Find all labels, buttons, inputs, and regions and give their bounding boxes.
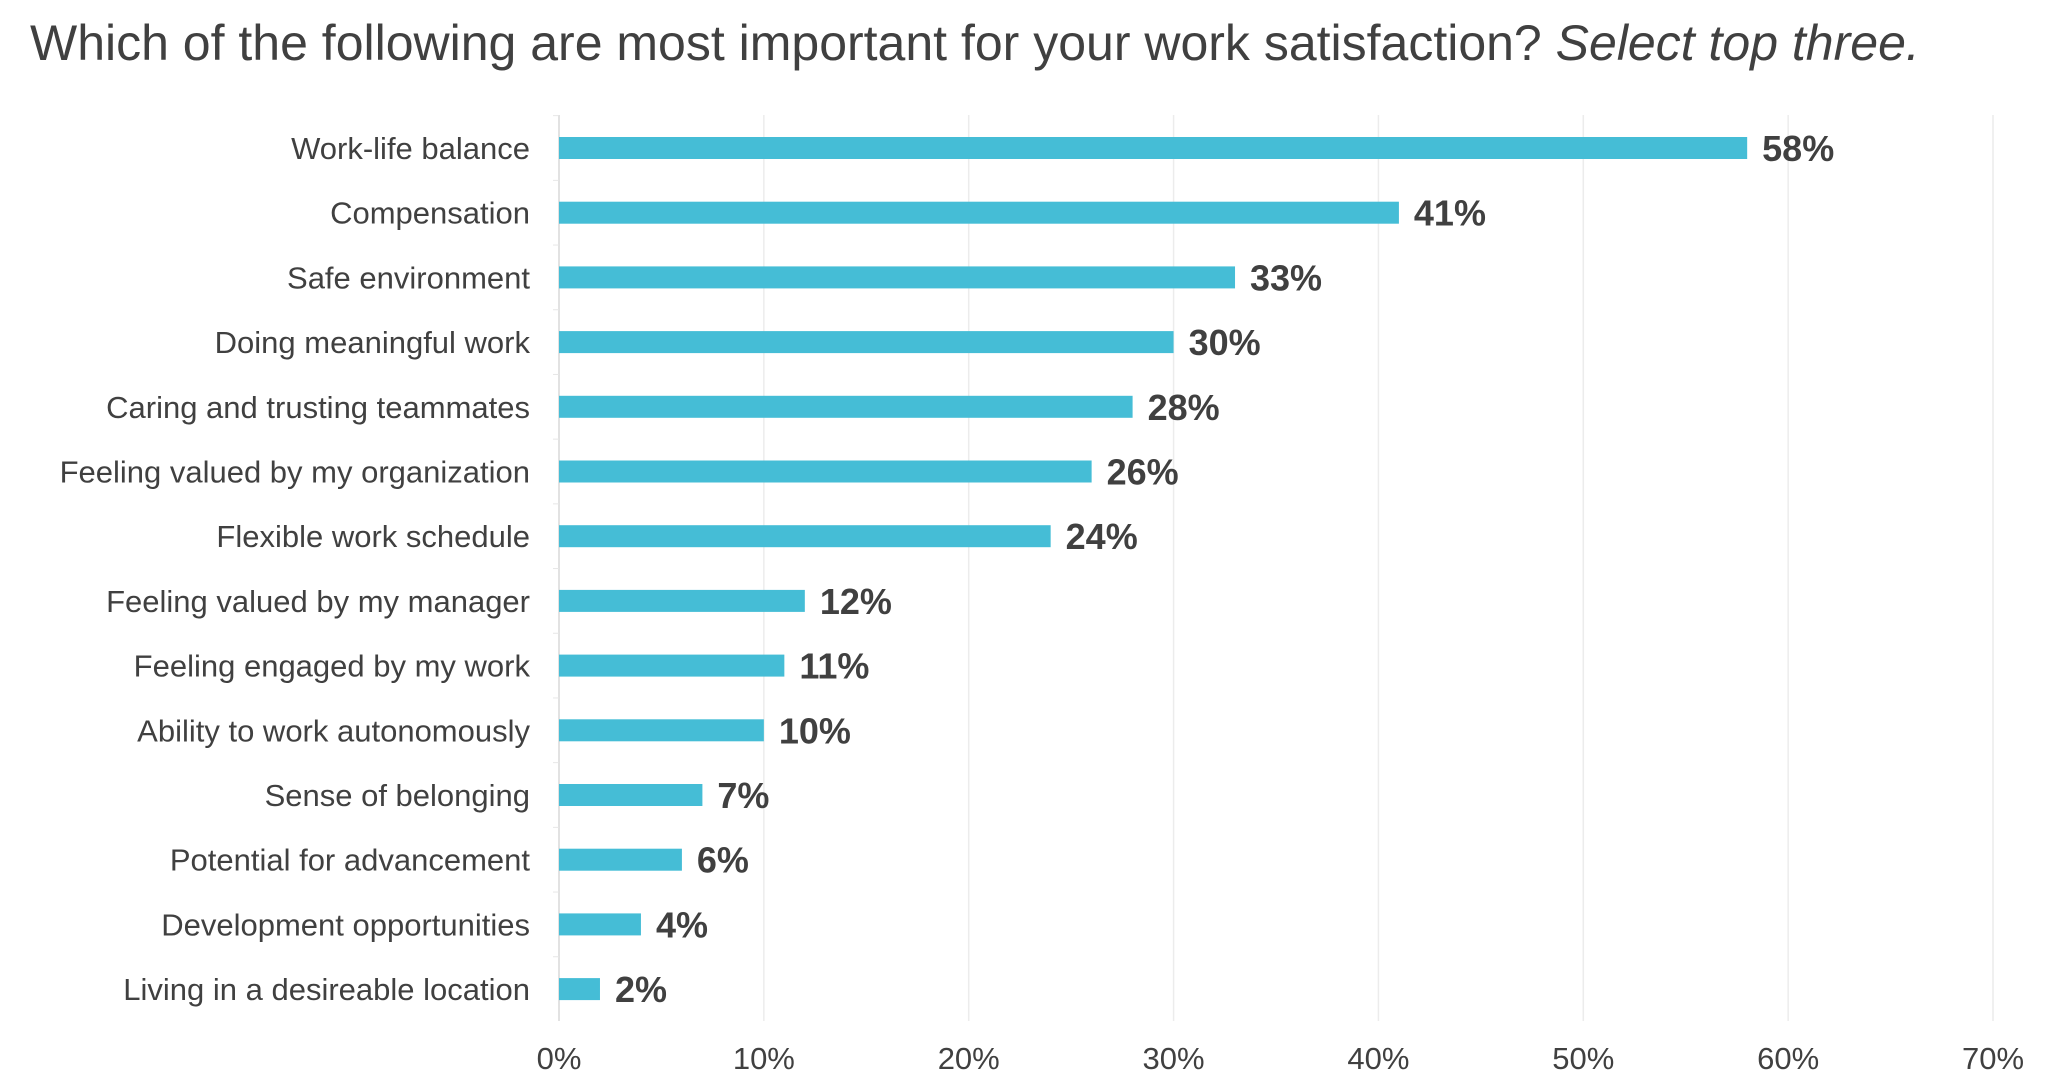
data-label: 28% xyxy=(1148,387,1220,428)
category-label: Feeling valued by my organization xyxy=(60,455,530,490)
data-label: 26% xyxy=(1107,452,1179,493)
category-label: Feeling engaged by my work xyxy=(134,649,531,684)
data-label: 6% xyxy=(697,840,749,881)
bar xyxy=(559,395,1133,418)
x-tick-label: 50% xyxy=(1552,1041,1614,1076)
x-tick-label: 0% xyxy=(537,1041,582,1076)
category-label: Safe environment xyxy=(287,260,530,295)
category-label: Doing meaningful work xyxy=(215,325,531,360)
x-tick-label: 60% xyxy=(1757,1041,1819,1076)
data-label: 11% xyxy=(799,646,869,687)
bar xyxy=(559,978,600,1001)
title-text: Which of the following are most importan… xyxy=(30,15,1542,71)
title-subtitle: Select top three. xyxy=(1555,15,1920,71)
chart-title: Which of the following are most importan… xyxy=(30,14,1920,72)
x-tick-label: 10% xyxy=(733,1041,795,1076)
data-label: 12% xyxy=(820,581,892,622)
data-label: 2% xyxy=(615,969,667,1010)
bar xyxy=(559,201,1399,224)
data-label: 7% xyxy=(717,775,769,816)
bar xyxy=(559,525,1051,548)
category-label: Development opportunities xyxy=(161,907,530,942)
x-tick-label: 40% xyxy=(1347,1041,1409,1076)
category-label: Compensation xyxy=(330,196,530,231)
x-tick-label: 70% xyxy=(1962,1041,2024,1076)
data-label: 58% xyxy=(1762,128,1834,169)
bar xyxy=(559,137,1748,159)
bar xyxy=(559,266,1236,289)
bar xyxy=(559,460,1092,483)
category-label: Feeling valued by my manager xyxy=(106,584,530,619)
x-tick-label: 20% xyxy=(938,1041,1000,1076)
category-label: Flexible work schedule xyxy=(216,519,530,554)
data-label: 30% xyxy=(1189,322,1261,363)
bar xyxy=(559,589,805,612)
data-label: 10% xyxy=(779,710,851,751)
x-tick-label: 30% xyxy=(1143,1041,1205,1076)
category-label: Potential for advancement xyxy=(170,843,531,878)
data-label: 4% xyxy=(656,904,708,945)
category-label: Sense of belonging xyxy=(265,778,530,813)
category-label: Work-life balance xyxy=(291,131,530,166)
data-label: 24% xyxy=(1066,516,1138,557)
data-label: 33% xyxy=(1250,257,1322,298)
category-label: Caring and trusting teammates xyxy=(106,390,530,425)
bar xyxy=(559,654,785,677)
category-label: Ability to work autonomously xyxy=(137,713,530,748)
data-label: 41% xyxy=(1414,193,1486,234)
bar xyxy=(559,913,641,936)
bar xyxy=(559,784,703,806)
category-label: Living in a desireable location xyxy=(123,972,530,1007)
bar xyxy=(559,848,682,871)
bar xyxy=(559,719,764,742)
bar xyxy=(559,331,1174,354)
